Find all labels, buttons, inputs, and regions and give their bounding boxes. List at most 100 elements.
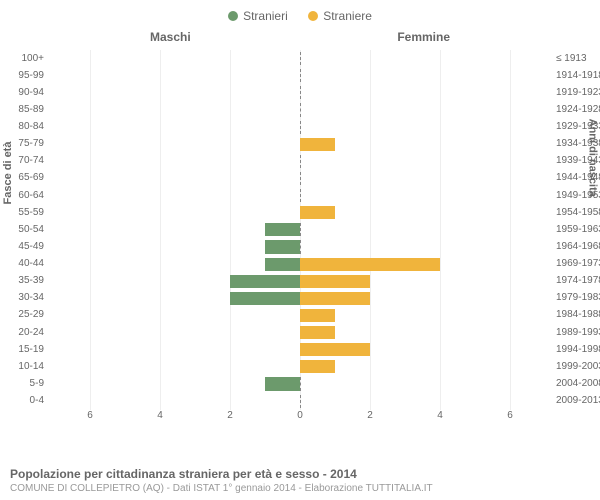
bar-pair [90, 206, 510, 219]
x-tick-label: 2 [367, 410, 373, 421]
x-tick-label: 0 [297, 410, 303, 421]
birth-year-label: 1999-2003 [556, 361, 600, 372]
header-female: Femmine [397, 30, 450, 44]
x-tick-label: 4 [437, 410, 443, 421]
bar-male [230, 292, 300, 305]
bar-pair [90, 103, 510, 116]
header-male: Maschi [150, 30, 191, 44]
bar-pair [90, 343, 510, 356]
pyramid-row: 70-741939-1943 [50, 153, 550, 170]
x-axis: 6420246 [90, 410, 510, 430]
pyramid-row: 35-391974-1978 [50, 273, 550, 290]
bar-male [265, 240, 300, 253]
pyramid-row: 100+≤ 1913 [50, 50, 550, 67]
bar-pair [90, 138, 510, 151]
rows: 100+≤ 191395-991914-191890-941919-192385… [50, 50, 550, 410]
age-label: 60-64 [4, 190, 44, 201]
bar-pair [90, 309, 510, 322]
birth-year-label: 1974-1978 [556, 275, 600, 286]
bar-pair [90, 172, 510, 185]
age-label: 70-74 [4, 155, 44, 166]
center-line [300, 103, 301, 116]
birth-year-label: 1944-1948 [556, 172, 600, 183]
age-label: 75-79 [4, 138, 44, 149]
pyramid-row: 60-641949-1953 [50, 187, 550, 204]
pyramid-row: 25-291984-1988 [50, 307, 550, 324]
x-tick-label: 6 [87, 410, 93, 421]
center-line [300, 86, 301, 99]
center-line [300, 189, 301, 202]
legend-male-dot [228, 11, 238, 21]
birth-year-label: 2009-2013 [556, 395, 600, 406]
bar-pair [90, 240, 510, 253]
pyramid-row: 50-541959-1963 [50, 221, 550, 238]
age-label: 35-39 [4, 275, 44, 286]
pyramid-row: 40-441969-1973 [50, 256, 550, 273]
pyramid-row: 30-341979-1983 [50, 290, 550, 307]
chart: Fasce di età Anni di nascita 100+≤ 19139… [50, 50, 550, 430]
center-line [300, 155, 301, 168]
center-line [300, 223, 301, 236]
birth-year-label: 1914-1918 [556, 70, 600, 81]
pyramid-row: 55-591954-1958 [50, 204, 550, 221]
age-label: 40-44 [4, 258, 44, 269]
bar-male [265, 377, 300, 390]
legend-female-dot [308, 11, 318, 21]
age-label: 5-9 [4, 378, 44, 389]
birth-year-label: 1959-1963 [556, 224, 600, 235]
pyramid-row: 90-941919-1923 [50, 84, 550, 101]
bar-pair [90, 275, 510, 288]
pyramid-row: 45-491964-1968 [50, 238, 550, 255]
center-line [300, 172, 301, 185]
age-label: 0-4 [4, 395, 44, 406]
birth-year-label: 1939-1943 [556, 155, 600, 166]
bar-pair [90, 258, 510, 271]
age-label: 50-54 [4, 224, 44, 235]
birth-year-label: ≤ 1913 [556, 53, 600, 64]
bar-pair [90, 189, 510, 202]
legend: Stranieri Straniere [0, 0, 600, 30]
age-label: 65-69 [4, 172, 44, 183]
pyramid-row: 10-141999-2003 [50, 358, 550, 375]
bar-pair [90, 52, 510, 65]
birth-year-label: 1949-1953 [556, 190, 600, 201]
birth-year-label: 1929-1933 [556, 121, 600, 132]
bar-female [300, 138, 335, 151]
birth-year-label: 1964-1968 [556, 241, 600, 252]
bar-female [300, 258, 440, 271]
x-tick-label: 6 [507, 410, 513, 421]
pyramid-row: 80-841929-1933 [50, 119, 550, 136]
age-label: 20-24 [4, 327, 44, 338]
bar-female [300, 343, 370, 356]
bar-pair [90, 86, 510, 99]
bar-pair [90, 360, 510, 373]
center-line [300, 240, 301, 253]
age-label: 55-59 [4, 207, 44, 218]
footer-subtitle: COMUNE DI COLLEPIETRO (AQ) - Dati ISTAT … [10, 483, 590, 494]
center-line [300, 52, 301, 65]
pyramid-row: 75-791934-1938 [50, 136, 550, 153]
pyramid-row: 0-42009-2013 [50, 393, 550, 410]
pyramid-row: 85-891924-1928 [50, 101, 550, 118]
birth-year-label: 1969-1973 [556, 258, 600, 269]
bar-pair [90, 377, 510, 390]
column-headers: Maschi Femmine [0, 30, 600, 46]
age-label: 95-99 [4, 70, 44, 81]
age-label: 45-49 [4, 241, 44, 252]
legend-male-label: Stranieri [243, 9, 288, 23]
bar-pair [90, 69, 510, 82]
bar-pair [90, 223, 510, 236]
bar-pair [90, 395, 510, 408]
age-label: 10-14 [4, 361, 44, 372]
pyramid-row: 15-191994-1998 [50, 341, 550, 358]
birth-year-label: 1989-1993 [556, 327, 600, 338]
birth-year-label: 1979-1983 [556, 292, 600, 303]
x-tick-label: 2 [227, 410, 233, 421]
bar-female [300, 292, 370, 305]
center-line [300, 395, 301, 408]
bar-pair [90, 155, 510, 168]
age-label: 30-34 [4, 292, 44, 303]
birth-year-label: 2004-2008 [556, 378, 600, 389]
age-label: 100+ [4, 53, 44, 64]
birth-year-label: 1954-1958 [556, 207, 600, 218]
